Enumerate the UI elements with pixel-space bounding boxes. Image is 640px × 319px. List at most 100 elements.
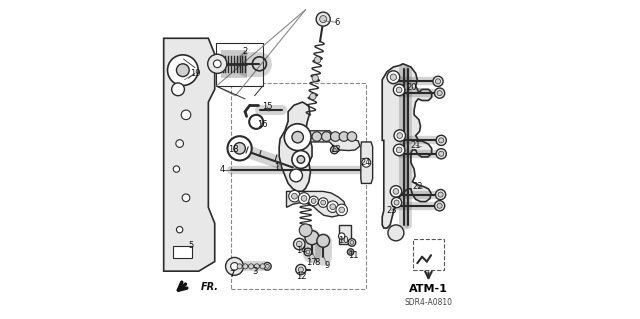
Circle shape [396, 87, 402, 93]
Circle shape [214, 60, 221, 68]
Circle shape [348, 249, 354, 255]
Circle shape [438, 138, 444, 143]
Circle shape [397, 133, 403, 138]
Circle shape [436, 149, 446, 159]
Circle shape [172, 83, 184, 96]
Text: FR.: FR. [200, 282, 218, 292]
Circle shape [317, 234, 330, 247]
Circle shape [301, 196, 307, 201]
Text: 12: 12 [296, 272, 306, 281]
Circle shape [182, 194, 190, 202]
Circle shape [296, 264, 306, 275]
Text: 18: 18 [228, 145, 239, 154]
Circle shape [435, 201, 445, 211]
Circle shape [181, 110, 191, 120]
Circle shape [388, 225, 404, 241]
Circle shape [208, 54, 227, 73]
Text: 8: 8 [314, 258, 319, 267]
Circle shape [294, 238, 305, 250]
Circle shape [390, 186, 402, 197]
Text: ATM-1: ATM-1 [409, 284, 448, 294]
Circle shape [348, 239, 356, 246]
Circle shape [387, 71, 400, 84]
Circle shape [350, 241, 354, 244]
Circle shape [349, 250, 352, 254]
Circle shape [177, 64, 189, 77]
Circle shape [289, 190, 300, 202]
Circle shape [225, 257, 243, 275]
Circle shape [394, 200, 399, 205]
Circle shape [227, 136, 252, 160]
Text: 3: 3 [252, 267, 257, 276]
Circle shape [392, 197, 402, 208]
Circle shape [298, 193, 310, 204]
Polygon shape [361, 142, 372, 183]
Circle shape [298, 267, 303, 272]
Circle shape [248, 264, 253, 269]
Bar [339, 225, 351, 244]
Polygon shape [279, 102, 312, 191]
Polygon shape [164, 38, 215, 271]
Polygon shape [382, 64, 431, 228]
Circle shape [347, 132, 356, 141]
Circle shape [292, 131, 303, 143]
Bar [173, 246, 193, 258]
Text: 19: 19 [189, 69, 200, 78]
Circle shape [437, 91, 442, 96]
Circle shape [394, 130, 406, 141]
Circle shape [394, 144, 405, 156]
Text: 21: 21 [410, 141, 421, 150]
Circle shape [435, 189, 445, 200]
Circle shape [309, 196, 319, 206]
Circle shape [435, 79, 440, 84]
Text: 2: 2 [243, 47, 248, 56]
Circle shape [177, 226, 183, 233]
Circle shape [437, 203, 442, 208]
Circle shape [254, 264, 259, 269]
Text: 20: 20 [406, 83, 417, 92]
Circle shape [330, 204, 335, 210]
Circle shape [438, 192, 443, 197]
Circle shape [260, 264, 265, 269]
Circle shape [438, 151, 444, 156]
Text: 17: 17 [306, 258, 316, 267]
Circle shape [304, 248, 312, 256]
Circle shape [306, 250, 310, 254]
Circle shape [176, 140, 184, 147]
Circle shape [327, 201, 339, 212]
Text: 23: 23 [387, 206, 397, 215]
Circle shape [300, 224, 312, 237]
Circle shape [173, 166, 180, 172]
Circle shape [319, 198, 328, 207]
Bar [413, 239, 444, 270]
Circle shape [284, 124, 311, 151]
Circle shape [394, 84, 405, 96]
Text: 22: 22 [412, 182, 422, 191]
Text: 11: 11 [348, 251, 358, 260]
Circle shape [264, 263, 271, 270]
Circle shape [433, 76, 443, 86]
Circle shape [390, 74, 397, 80]
Circle shape [330, 146, 338, 154]
Bar [216, 43, 262, 86]
Circle shape [312, 132, 321, 141]
Circle shape [435, 88, 445, 98]
Text: SDR4-A0810: SDR4-A0810 [404, 298, 452, 307]
Circle shape [310, 93, 316, 100]
Circle shape [393, 189, 399, 194]
Polygon shape [306, 131, 360, 151]
Circle shape [234, 143, 245, 154]
Circle shape [436, 135, 446, 145]
Circle shape [296, 241, 302, 247]
Circle shape [339, 233, 345, 239]
Circle shape [237, 264, 242, 269]
Bar [230, 83, 366, 289]
Text: 9: 9 [324, 261, 330, 270]
Text: 5: 5 [188, 241, 193, 250]
Circle shape [290, 169, 303, 182]
Circle shape [311, 198, 316, 204]
Circle shape [339, 207, 344, 213]
Text: 13: 13 [330, 145, 340, 154]
Circle shape [330, 132, 340, 141]
Circle shape [292, 151, 310, 168]
